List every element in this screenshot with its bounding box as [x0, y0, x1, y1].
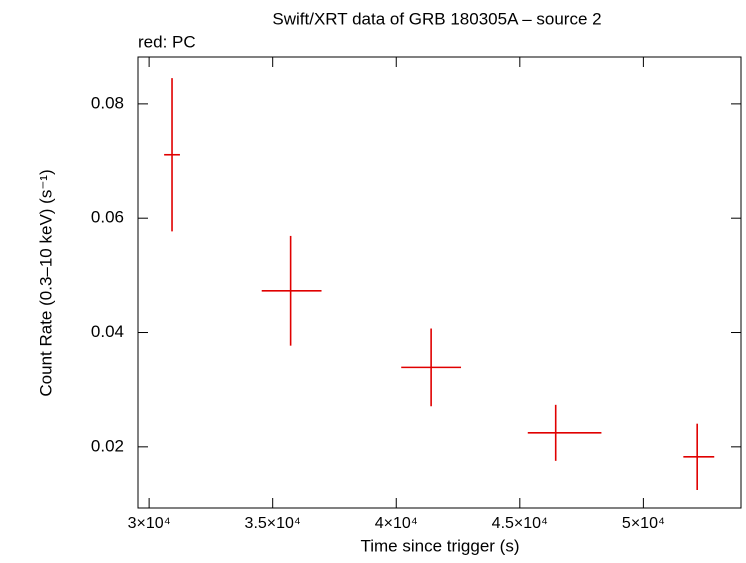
- y-tick-label: 0.04: [91, 322, 124, 341]
- chart-title: Swift/XRT data of GRB 180305A – source 2: [272, 9, 601, 28]
- y-tick-label: 0.08: [91, 93, 124, 112]
- x-axis-label: Time since trigger (s): [360, 536, 519, 555]
- plot-frame: [137, 56, 742, 509]
- y-tick-label: 0.06: [91, 208, 124, 227]
- x-tick-label: 4×10⁴: [375, 515, 418, 532]
- x-tick-label: 3×10⁴: [128, 515, 171, 532]
- y-axis-label: Count Rate (0.3–10 keV) (s⁻¹): [36, 169, 55, 396]
- y-tick-label: 0.02: [91, 436, 124, 455]
- x-tick-label: 3.5×10⁴: [245, 515, 301, 532]
- chart-subtitle: red: PC: [138, 32, 196, 51]
- x-tick-label: 5×10⁴: [622, 515, 665, 532]
- x-tick-label: 4.5×10⁴: [492, 515, 548, 532]
